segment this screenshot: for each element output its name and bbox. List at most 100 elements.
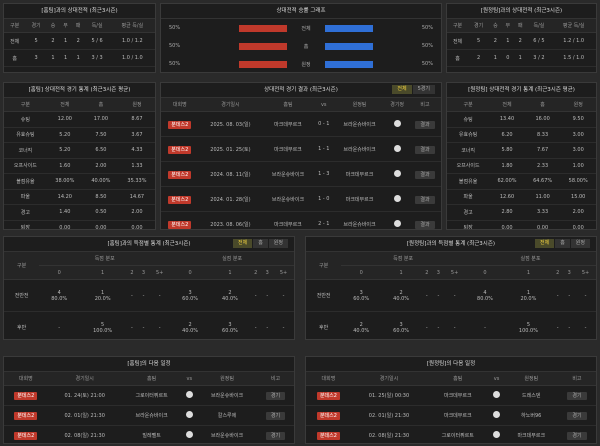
- cell: 1: [489, 66, 502, 72]
- cell: 6.50: [82, 142, 119, 159]
- cell: 1.00: [560, 158, 596, 174]
- row: 분데스2 02. 01(일) 21:30 마크데부르크 하노버96 경기: [306, 405, 596, 426]
- rate-right: 50%: [421, 25, 433, 31]
- tab[interactable]: 전체: [232, 239, 253, 248]
- cell: 1: [514, 66, 527, 72]
- table: 구분 경기 승 무 패 득/실 평균 득/실 전체 5 2 1 2 6 / 5 1.2 / 1.0 홈 2 1 0…: [447, 19, 596, 72]
- cell: 분데스2: [4, 385, 48, 406]
- tabs: 전체 홈 원정: [534, 239, 590, 248]
- cell: -: [273, 311, 294, 339]
- tab[interactable]: 전체: [534, 239, 555, 248]
- cell-line: -: [282, 292, 285, 299]
- match-button[interactable]: 경기: [567, 392, 587, 400]
- panel: 상대전적 경기 결과 (최근3시즌) 전체 5경기 대회명 경기일시 홈팀 vs 원정팀 경기정…: [160, 82, 442, 230]
- rate-label: 전체: [301, 25, 311, 32]
- cell: 7.67: [524, 142, 561, 159]
- tab[interactable]: 홈: [253, 239, 268, 248]
- match-button[interactable]: 경기: [567, 432, 587, 440]
- panel: [원정팀]과의 상대전적 (최근3시즌) 구분 경기 승 무 패 득/실 평균 득/실 전체 5 2…: [446, 3, 597, 73]
- column-cell: 0: [170, 265, 211, 280]
- result-button[interactable]: 결과: [415, 120, 435, 129]
- column-cell: 2: [249, 265, 262, 280]
- cell: 0 - 1: [313, 111, 334, 137]
- cell: -: [465, 311, 505, 339]
- header-row: 0 1 2 3 5+ 0 1 2 3 5+: [306, 265, 596, 280]
- match-button[interactable]: 경기: [265, 392, 286, 400]
- cell: 1.0 / 1.2: [109, 32, 155, 50]
- cell: 칼스루에: [197, 405, 257, 426]
- cell: 분데스2: [161, 111, 199, 137]
- panel-header: [홈팀] 상대전적 경기 통계 (최근3시즌 평균): [4, 83, 155, 98]
- cell: 브라운슈바이크: [121, 405, 182, 426]
- header-row: 구분 득점 분포 실점 분포: [306, 252, 596, 280]
- match-button[interactable]: 경기: [567, 412, 587, 420]
- cell: [488, 425, 505, 443]
- cell: 분데스2: [161, 136, 199, 162]
- cell: 볼점유율: [4, 173, 47, 190]
- header-row: 구분 경기 승 무 패 득/실 평균 득/실: [447, 19, 596, 33]
- cell: 17.00: [82, 111, 119, 128]
- cell-line: 40.0%: [393, 295, 410, 302]
- cell: 1.5 / 1.0: [551, 49, 596, 67]
- cell: -: [249, 311, 262, 339]
- cell-line: -: [254, 292, 257, 299]
- cell: 5 100.0%: [504, 311, 552, 339]
- cell: 분데스2: [306, 425, 351, 443]
- score: 1 - 3: [318, 171, 330, 177]
- cell-line: 4: [483, 289, 487, 296]
- tab[interactable]: 전체: [392, 85, 412, 94]
- icon: [393, 169, 401, 177]
- cell: 브라운슈바이크: [333, 136, 386, 162]
- header-cell: 홈팀: [427, 372, 489, 386]
- result-button[interactable]: 결과: [415, 195, 435, 204]
- cell: 0.00: [82, 220, 119, 229]
- tab[interactable]: 홈: [555, 239, 570, 248]
- cell: [385, 136, 410, 162]
- tab[interactable]: 5경기: [412, 85, 435, 94]
- cell: [181, 385, 198, 406]
- result-button[interactable]: 결과: [415, 170, 435, 179]
- row: 유효슈팅 5.20 7.50 3.67: [4, 127, 155, 143]
- column-cell: 3: [563, 265, 576, 280]
- cell: -: [575, 311, 596, 339]
- cell: -: [551, 279, 564, 312]
- icon: [185, 411, 193, 418]
- cell: -: [575, 279, 596, 312]
- cell-line: -: [266, 324, 269, 331]
- result-button[interactable]: 결과: [415, 220, 435, 229]
- cell-line: 2: [399, 289, 403, 296]
- cell-line: 80.0%: [51, 295, 68, 302]
- score: 2 - 1: [318, 221, 330, 227]
- cell: 2.00: [560, 204, 596, 221]
- cell-line: 3: [399, 321, 403, 328]
- panel-header: [원정팀] 상대전적 경기 통계 (최근3시즌 평균): [447, 83, 596, 98]
- cell: 2.80: [489, 204, 525, 221]
- cell: 1.60: [46, 158, 83, 174]
- cell: 1 - 3: [313, 161, 334, 187]
- table: 구분 득점 분포 실점 분포 0 1 2 3 5+ 0 1 2 3 5+ 전반전 4 80.0% 1 20.0% -…: [4, 252, 294, 339]
- match-button[interactable]: 경기: [265, 432, 286, 440]
- cell-line: 4: [57, 289, 61, 296]
- match-button[interactable]: 경기: [265, 412, 286, 420]
- league-badge: 분데스2: [168, 120, 192, 129]
- cell: 결과: [409, 111, 441, 137]
- cell: -: [149, 279, 171, 312]
- header-row: 구분 전체 홈 원정: [4, 98, 155, 112]
- tab[interactable]: 원정: [268, 239, 288, 248]
- row: 퇴장 0.00 0.00 0.00: [4, 220, 155, 229]
- cell-line: 3: [188, 289, 192, 296]
- row: 오프사이드 1.60 2.00 1.33: [4, 158, 155, 174]
- tab[interactable]: 원정: [570, 239, 590, 248]
- cell: 1.0 / 1.0: [551, 66, 596, 72]
- cell: 0.50: [82, 204, 119, 221]
- cell: 1: [46, 66, 60, 72]
- cell: -: [126, 311, 138, 339]
- cell: 마크데부르크: [262, 111, 314, 137]
- cell-line: 100.0%: [518, 327, 538, 334]
- cell: 마크데부르크: [262, 136, 314, 162]
- cell: 2: [514, 32, 527, 50]
- cell-line: 60.0%: [393, 327, 410, 334]
- icon: [185, 391, 193, 398]
- cell-line: -: [158, 292, 161, 299]
- result-button[interactable]: 결과: [415, 145, 435, 154]
